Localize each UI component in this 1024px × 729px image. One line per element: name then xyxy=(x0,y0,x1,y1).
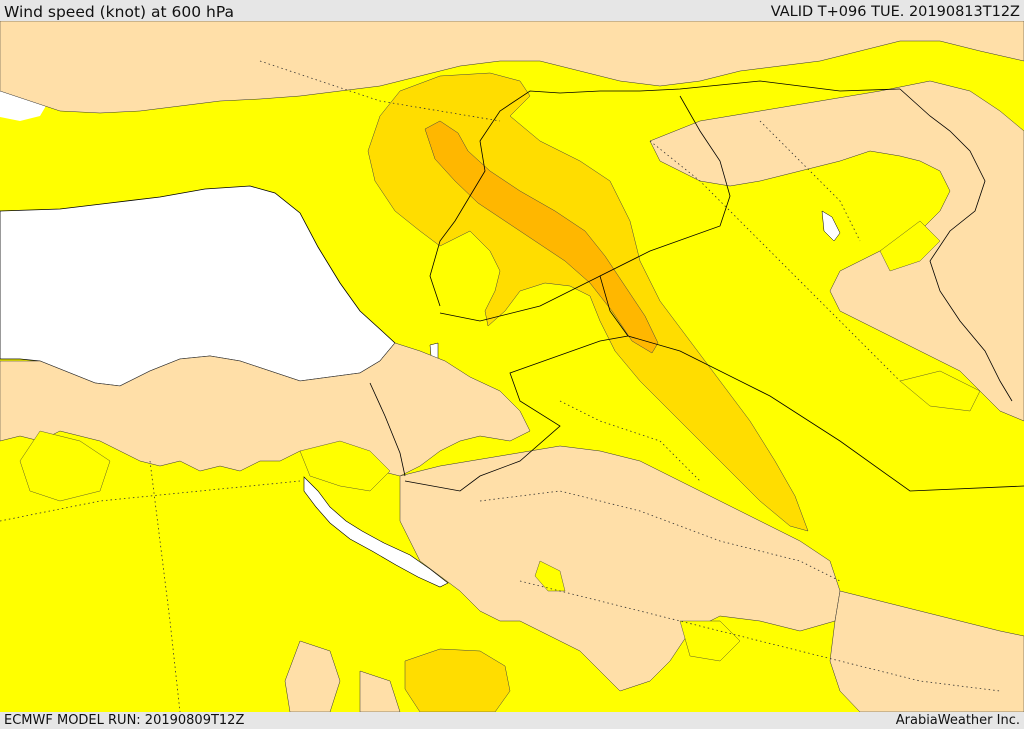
admin-boundary-4 xyxy=(519,580,1001,692)
border-iraq-saudi xyxy=(627,335,1024,492)
low-wind-south-east xyxy=(829,590,1024,712)
map-title: Wind speed (knot) at 600 hPa xyxy=(4,3,235,21)
wind-patch-iraq xyxy=(879,220,941,272)
wind-patch-arabia-2 xyxy=(679,620,741,662)
wind-patch-east xyxy=(899,370,981,412)
border-syria-iraq xyxy=(599,95,731,337)
border-egypt-israel xyxy=(369,382,406,477)
valid-time-label: VALID T+096 TUE. 20190813T12Z xyxy=(770,4,1020,20)
low-wind-arabia xyxy=(399,445,841,692)
credit-label: ArabiaWeather Inc. xyxy=(895,713,1020,728)
admin-boundary-5 xyxy=(649,140,901,382)
wind-patch-sinai xyxy=(299,440,391,492)
wind-jet-core xyxy=(424,120,659,354)
low-wind-south-left xyxy=(284,640,341,712)
footer-bar xyxy=(0,712,1024,729)
admin-boundary-7 xyxy=(759,120,861,242)
model-run-label: ECMWF MODEL RUN: 20190809T12Z xyxy=(4,713,245,728)
wind-speed-map xyxy=(0,21,1024,712)
border-syria-turkey xyxy=(429,80,901,307)
low-wind-north-africa xyxy=(0,342,531,477)
admin-boundary-3 xyxy=(479,490,841,582)
wind-patch-egypt xyxy=(19,430,111,502)
red-sea xyxy=(303,476,449,588)
border-iraq-iran xyxy=(899,88,1013,402)
admin-boundary-6 xyxy=(259,60,501,122)
wind-blob-south xyxy=(404,648,511,712)
low-wind-turkey xyxy=(0,21,1024,114)
low-wind-bottom-mid xyxy=(359,670,401,712)
header-bar xyxy=(0,0,1024,21)
admin-boundary-1 xyxy=(0,480,301,522)
wind-patch-arabia-1 xyxy=(534,560,566,592)
admin-boundary-2 xyxy=(149,460,181,712)
border-jordan-syria xyxy=(439,275,601,322)
sea-lake xyxy=(821,210,841,242)
border-jordan-saudi xyxy=(404,335,629,492)
admin-boundary-8 xyxy=(559,400,701,482)
low-wind-iraq-iran xyxy=(649,80,1024,422)
